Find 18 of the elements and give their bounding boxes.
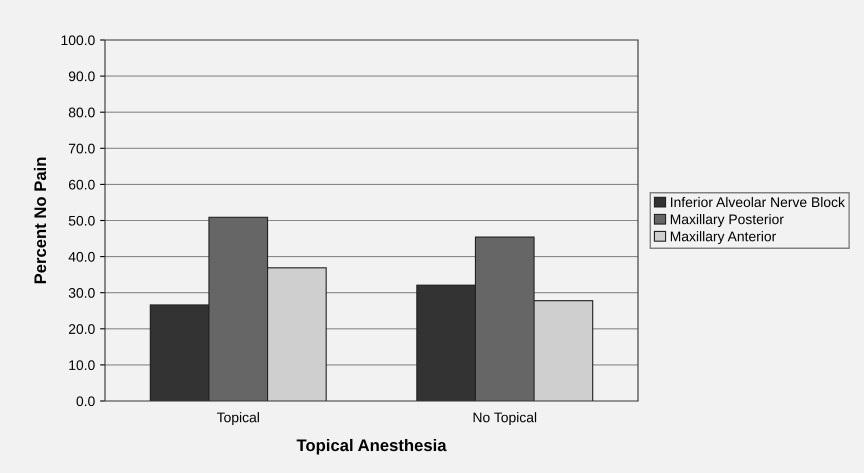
x-axis-title: Topical Anesthesia	[296, 438, 447, 454]
y-tick-label: 80.0	[68, 108, 95, 118]
y-tick-label: 60.0	[68, 180, 95, 190]
y-axis-title: Percent No Pain	[34, 158, 46, 284]
y-tick-label: 100.0	[62, 35, 95, 46]
y-tick-label: 90.0	[68, 71, 95, 82]
legend-label: Maxillary Posterior	[670, 214, 784, 227]
y-tick-label: 70.0	[68, 144, 95, 154]
y-tick-label: 40.0	[68, 252, 95, 262]
legend-label: Inferior Alveolar Nerve Block	[671, 196, 845, 208]
legend-label: Maxillary Anterior	[670, 231, 776, 244]
y-tick-label: 50.0	[68, 216, 95, 226]
x-tick-label: Topical	[216, 412, 259, 426]
y-tick-label: 10.0	[69, 360, 95, 370]
y-tick-label: 0.0	[76, 396, 95, 406]
x-tick-label: No Topical	[474, 412, 536, 426]
y-tick-label: 20.0	[68, 324, 95, 334]
y-tick-label: 30.0	[68, 288, 95, 298]
